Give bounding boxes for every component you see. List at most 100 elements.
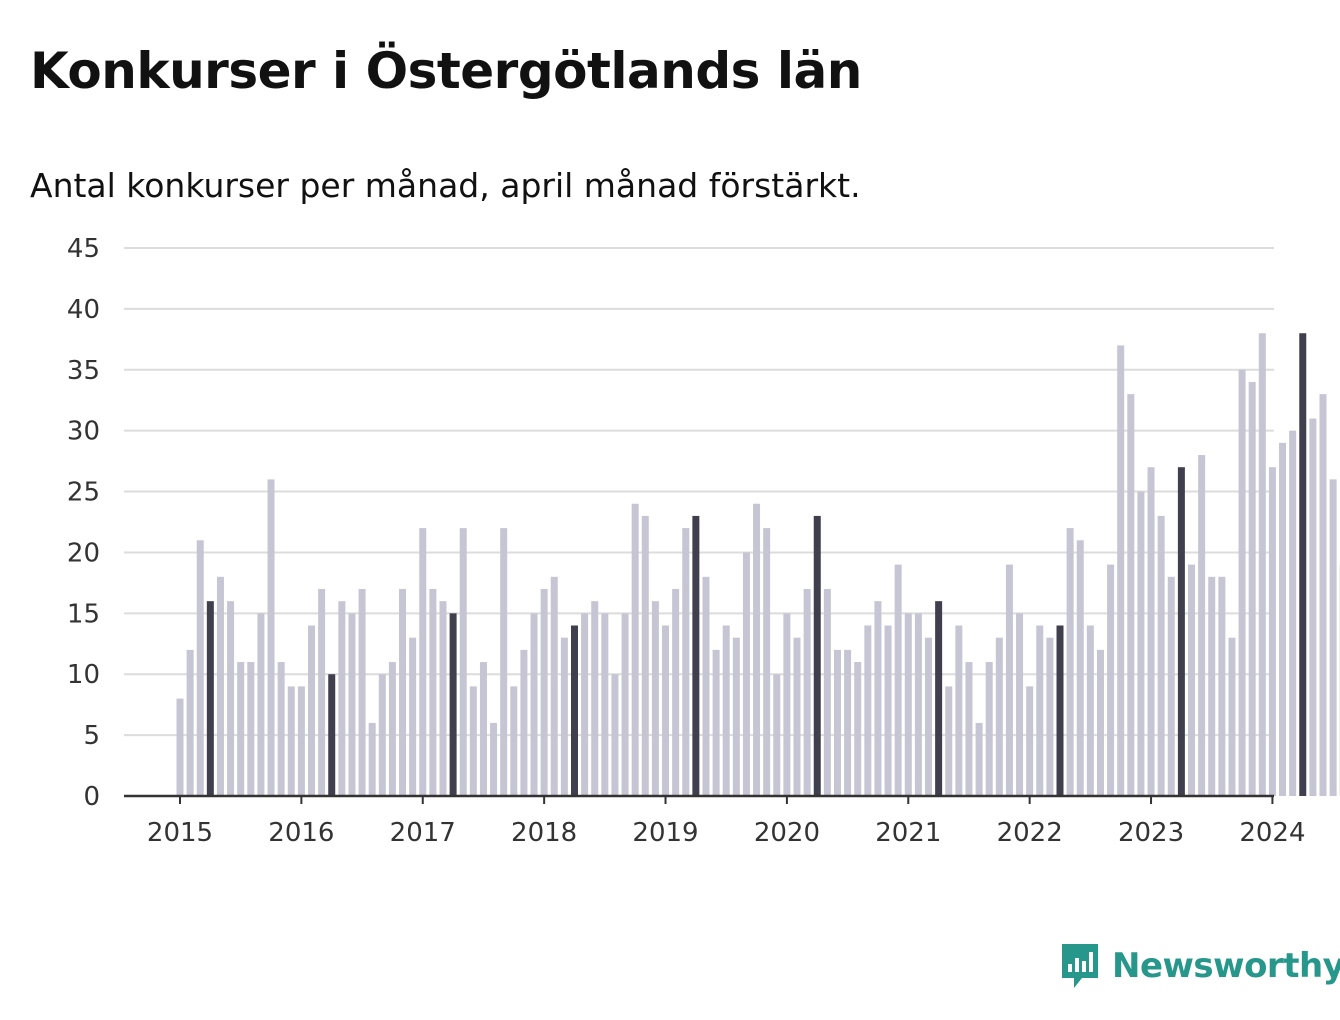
- bar: [935, 601, 943, 796]
- bar: [955, 625, 963, 796]
- bar: [884, 625, 892, 796]
- bar: [1127, 394, 1135, 796]
- bar: [1198, 455, 1206, 796]
- bar: [429, 588, 437, 796]
- bar: [874, 601, 882, 796]
- bar: [247, 662, 255, 796]
- bar: [358, 588, 366, 796]
- bar: [914, 613, 922, 796]
- bar: [732, 637, 740, 796]
- bar: [763, 528, 771, 796]
- y-tick-label: 10: [67, 660, 100, 690]
- chart-title: Konkurser i Östergötlands län: [30, 42, 862, 100]
- bar: [1248, 381, 1256, 796]
- bar: [459, 528, 467, 796]
- bar: [479, 662, 487, 796]
- bar: [338, 601, 346, 796]
- bar: [601, 613, 609, 796]
- bar: [227, 601, 235, 796]
- bar: [995, 637, 1003, 796]
- bar: [378, 674, 386, 796]
- bar: [449, 613, 457, 796]
- bar: [985, 662, 993, 796]
- bar: [1016, 613, 1024, 796]
- bar: [1299, 333, 1307, 796]
- bar: [833, 649, 841, 796]
- axes: [124, 794, 1274, 804]
- bar-series: [176, 333, 1340, 796]
- bar-chart-speech-bubble-icon: [1062, 944, 1098, 988]
- bar: [742, 552, 750, 796]
- bar: [1188, 564, 1195, 796]
- bar: [813, 515, 821, 796]
- x-tick-label: 2021: [875, 818, 941, 848]
- bar: [1107, 564, 1115, 796]
- bar: [682, 528, 690, 796]
- bar: [641, 515, 649, 796]
- y-tick-label: 5: [83, 721, 100, 751]
- bar: [621, 613, 629, 796]
- bar: [1147, 467, 1155, 796]
- bar: [1066, 528, 1074, 796]
- bar: [1268, 467, 1276, 796]
- bar: [510, 686, 518, 796]
- bar: [1289, 430, 1297, 796]
- bar: [702, 576, 710, 796]
- bar: [591, 601, 599, 796]
- y-tick-label: 40: [67, 295, 100, 325]
- bar: [267, 479, 275, 796]
- bar: [176, 698, 184, 796]
- chart-subtitle: Antal konkurser per månad, april månad f…: [30, 166, 861, 205]
- x-tick-label: 2015: [147, 818, 213, 848]
- bar: [520, 649, 528, 796]
- x-tick-label: 2022: [997, 818, 1063, 848]
- x-tick-label: 2019: [632, 818, 698, 848]
- bar: [287, 686, 295, 796]
- bar: [904, 613, 912, 796]
- bar: [1309, 418, 1317, 796]
- bar: [773, 674, 781, 796]
- bar: [1238, 369, 1246, 796]
- y-tick-label: 35: [67, 356, 100, 386]
- bar: [925, 637, 933, 796]
- x-tick-label: 2023: [1118, 818, 1184, 848]
- y-tick-label: 45: [67, 234, 100, 264]
- bar: [793, 637, 801, 796]
- bar: [1218, 576, 1226, 796]
- y-tick-label: 25: [67, 478, 100, 508]
- bar: [1076, 540, 1084, 796]
- bar: [783, 613, 791, 796]
- bar: [1026, 686, 1034, 796]
- bar: [206, 601, 214, 796]
- bar: [712, 649, 720, 796]
- bar: [1005, 564, 1013, 796]
- bar: [560, 637, 568, 796]
- bar: [409, 637, 417, 796]
- bar: [844, 649, 852, 796]
- bar: [692, 515, 700, 796]
- bar: [1228, 637, 1236, 796]
- bar: [1056, 625, 1064, 796]
- bar: [237, 662, 245, 796]
- bar: [1157, 515, 1165, 796]
- bar: [550, 576, 558, 796]
- y-tick-label: 20: [67, 538, 100, 568]
- bar: [540, 588, 548, 796]
- bar: [388, 662, 396, 796]
- tick-labels: 0 5 10 15 20 25 30 35 40 45 2015 2016 2017 2018 2019 20…: [67, 234, 1306, 848]
- bar: [196, 540, 204, 796]
- bar: [1036, 625, 1044, 796]
- bar: [722, 625, 730, 796]
- bar: [1208, 576, 1216, 796]
- x-tick-label: 2016: [268, 818, 334, 848]
- bar: [753, 503, 761, 796]
- bar: [318, 588, 326, 796]
- bar: [570, 625, 578, 796]
- bar: [490, 722, 498, 796]
- bar: [631, 503, 639, 796]
- bar: [672, 588, 680, 796]
- bar: [469, 686, 477, 796]
- bar: [439, 601, 447, 796]
- x-tick-label: 2018: [511, 818, 577, 848]
